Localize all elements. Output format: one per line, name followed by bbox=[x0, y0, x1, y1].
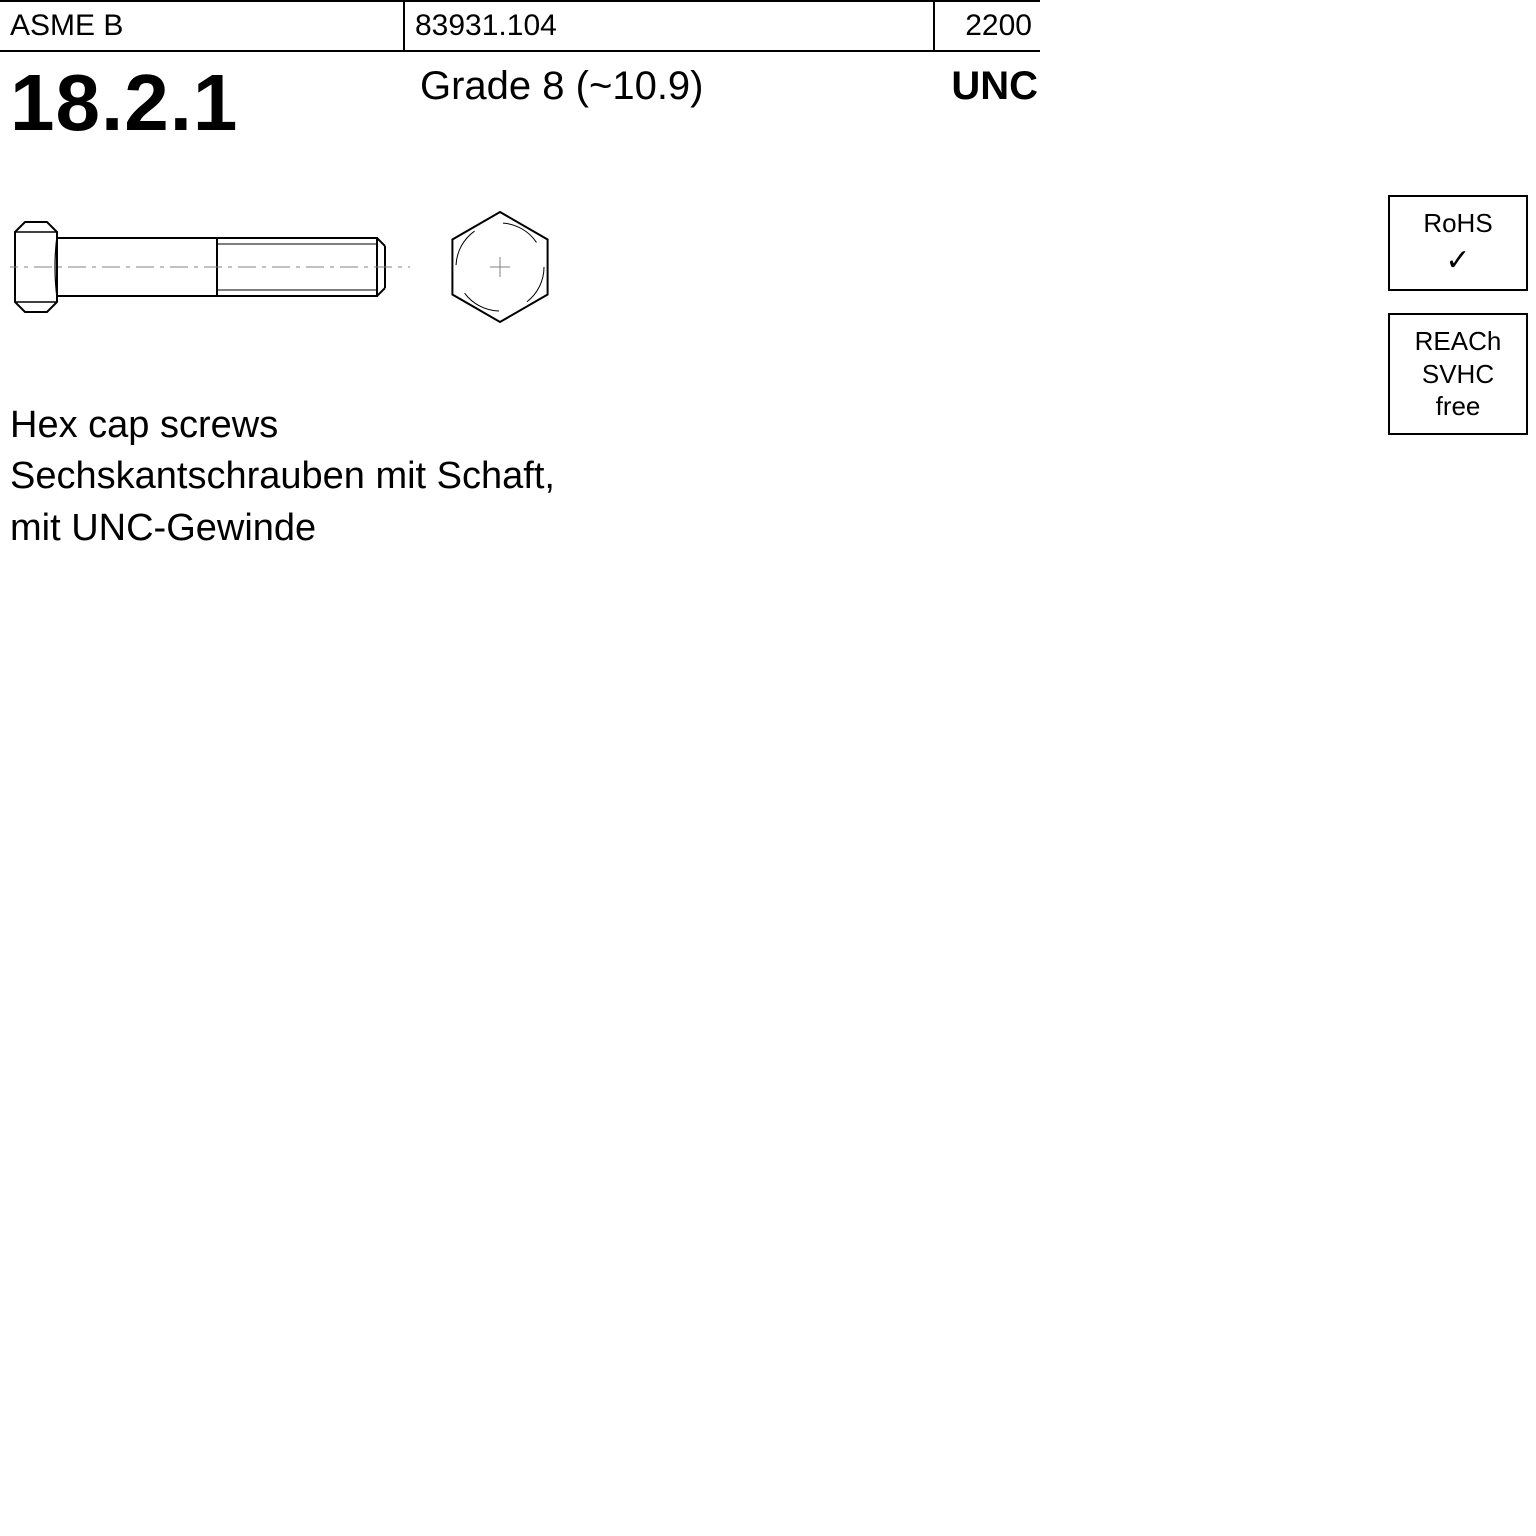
spec-row: 18.2.1 Grade 8 (~10.9) UNC bbox=[0, 52, 1040, 152]
description-de-2: mit UNC-Gewinde bbox=[10, 503, 555, 554]
description-block: Hex cap screws Sechskantschrauben mit Sc… bbox=[10, 400, 555, 554]
header-row: ASME B 83931.104 2200 bbox=[0, 0, 1040, 52]
datasheet-page: ASME B 83931.104 2200 18.2.1 Grade 8 (~1… bbox=[0, 0, 1536, 1536]
bolt-drawing-svg bbox=[10, 195, 610, 345]
reach-badge: REACh SVHC free bbox=[1388, 313, 1528, 435]
reach-line2: SVHC bbox=[1422, 359, 1494, 389]
description-de-1: Sechskantschrauben mit Schaft, bbox=[10, 451, 555, 502]
spec-number: 18.2.1 bbox=[10, 57, 238, 149]
description-en: Hex cap screws bbox=[10, 400, 555, 451]
header-page: 2200 bbox=[935, 2, 1040, 50]
compliance-badges: RoHS ✓ REACh SVHC free bbox=[1388, 195, 1528, 457]
reach-line1: REACh bbox=[1415, 326, 1502, 356]
technical-drawing bbox=[10, 195, 610, 350]
header-article: 83931.104 bbox=[405, 2, 935, 50]
check-icon: ✓ bbox=[1396, 242, 1520, 280]
rohs-label: RoHS bbox=[1423, 208, 1492, 238]
reach-line3: free bbox=[1436, 391, 1481, 421]
grade-label: Grade 8 (~10.9) bbox=[420, 64, 704, 109]
rohs-badge: RoHS ✓ bbox=[1388, 195, 1528, 291]
thread-label: UNC bbox=[951, 64, 1038, 109]
header-standard: ASME B bbox=[0, 2, 405, 50]
